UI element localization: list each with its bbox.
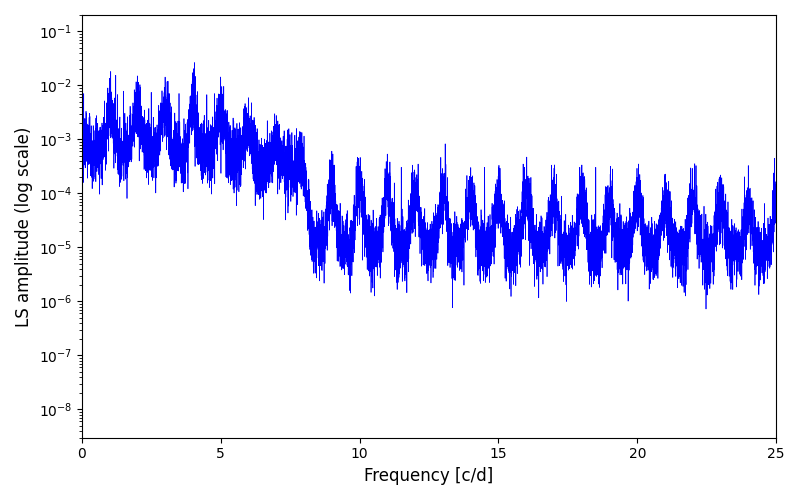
Y-axis label: LS amplitude (log scale): LS amplitude (log scale) — [15, 126, 33, 326]
X-axis label: Frequency [c/d]: Frequency [c/d] — [364, 467, 494, 485]
